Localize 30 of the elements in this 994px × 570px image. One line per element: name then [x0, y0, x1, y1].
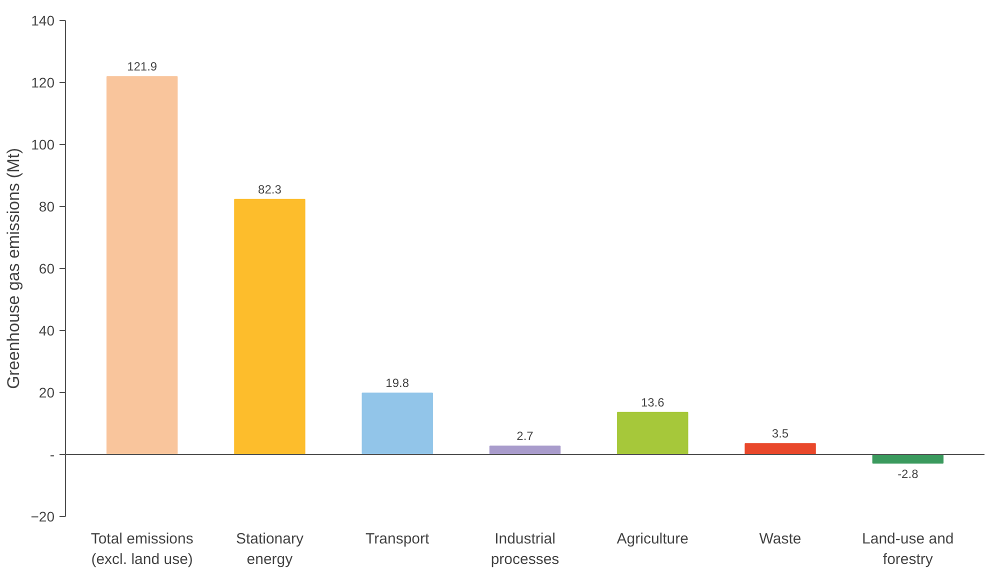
data-label: 82.3	[258, 182, 282, 196]
data-label: 19.8	[386, 376, 410, 390]
y-tick-label: 120	[31, 74, 55, 90]
data-label: -2.8	[898, 467, 919, 482]
data-label: 3.5	[772, 426, 789, 441]
y-tick-label: -	[50, 446, 55, 462]
y-tick-label: 40	[38, 322, 55, 338]
x-tick-label: Stationary energy	[236, 530, 304, 568]
bar	[362, 392, 433, 455]
y-tick-label: 80	[38, 198, 55, 214]
bar	[489, 446, 561, 455]
y-tick-label: −20	[30, 508, 55, 524]
y-tick-label: 140	[31, 12, 55, 28]
x-tick-label: Transport	[366, 530, 430, 548]
data-label: 121.9	[127, 60, 158, 74]
y-axis-title: Greenhouse gas emissions (Mt)	[4, 148, 23, 389]
x-tick-label: Land-use and forestry	[862, 530, 954, 568]
bar	[744, 443, 816, 455]
x-tick-label: Total emissions (excl. land use)	[90, 530, 194, 568]
bar	[106, 76, 178, 455]
bar	[234, 198, 306, 455]
y-tick-label: 20	[38, 384, 55, 400]
data-label: 2.7	[516, 429, 534, 444]
x-tick-label: Waste	[759, 530, 802, 548]
y-tick-label: 100	[31, 136, 55, 152]
data-label: 13.6	[640, 395, 665, 410]
bar	[617, 412, 688, 455]
x-tick-label: Agriculture	[616, 530, 688, 548]
y-tick-label: 60	[38, 260, 55, 276]
x-tick-label: Industrial processes	[490, 530, 560, 568]
